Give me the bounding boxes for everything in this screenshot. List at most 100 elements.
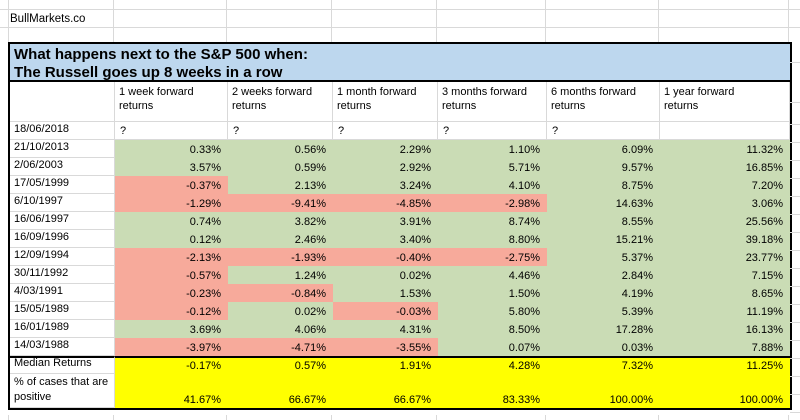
value-cell[interactable]: 4.31% — [333, 320, 438, 338]
column-header[interactable]: 2 weeks forward returns — [228, 82, 333, 122]
median-value-cell[interactable]: 11.25% — [660, 356, 790, 374]
median-value-cell[interactable]: 0.57% — [228, 356, 333, 374]
value-cell[interactable]: 5.37% — [547, 248, 660, 266]
value-cell[interactable]: 14.63% — [547, 194, 660, 212]
question-value-cell[interactable]: ? — [228, 122, 333, 140]
column-header[interactable]: 6 months forward returns — [547, 82, 660, 122]
value-cell[interactable]: 8.55% — [547, 212, 660, 230]
value-cell[interactable]: -3.55% — [333, 338, 438, 356]
value-cell[interactable]: -3.97% — [115, 338, 228, 356]
value-cell[interactable]: 6.09% — [547, 140, 660, 158]
value-cell[interactable]: 0.12% — [115, 230, 228, 248]
value-cell[interactable]: 8.65% — [660, 284, 790, 302]
value-cell[interactable]: -4.71% — [228, 338, 333, 356]
title-block[interactable]: What happens next to the S&P 500 when: T… — [8, 42, 792, 81]
value-cell[interactable]: -0.84% — [228, 284, 333, 302]
value-cell[interactable]: 2.92% — [333, 158, 438, 176]
question-value-cell[interactable]: ? — [115, 122, 228, 140]
value-cell[interactable]: 17.28% — [547, 320, 660, 338]
question-date-cell[interactable]: 18/06/2018 — [10, 122, 115, 140]
date-cell[interactable]: 16/06/1997 — [10, 212, 115, 230]
value-cell[interactable]: -0.57% — [115, 266, 228, 284]
value-cell[interactable]: 4.10% — [438, 176, 547, 194]
date-cell[interactable]: 6/10/1997 — [10, 194, 115, 212]
date-cell[interactable]: 15/05/1989 — [10, 302, 115, 320]
date-cell[interactable]: 4/03/1991 — [10, 284, 115, 302]
date-cell[interactable]: 30/11/1992 — [10, 266, 115, 284]
value-cell[interactable]: 7.20% — [660, 176, 790, 194]
median-value-cell[interactable]: 4.28% — [438, 356, 547, 374]
value-cell[interactable]: -4.85% — [333, 194, 438, 212]
positive-value-cell[interactable]: 83.33% — [438, 374, 547, 408]
positive-label-cell[interactable]: % of cases that are positive — [10, 374, 115, 408]
value-cell[interactable]: 16.85% — [660, 158, 790, 176]
value-cell[interactable]: 0.59% — [228, 158, 333, 176]
positive-value-cell[interactable]: 100.00% — [547, 374, 660, 408]
value-cell[interactable]: 1.53% — [333, 284, 438, 302]
value-cell[interactable]: 8.80% — [438, 230, 547, 248]
value-cell[interactable]: 11.32% — [660, 140, 790, 158]
value-cell[interactable]: 3.40% — [333, 230, 438, 248]
value-cell[interactable]: 0.33% — [115, 140, 228, 158]
value-cell[interactable]: 1.50% — [438, 284, 547, 302]
positive-value-cell[interactable]: 100.00% — [660, 374, 790, 408]
value-cell[interactable]: -1.93% — [228, 248, 333, 266]
positive-value-cell[interactable]: 66.67% — [228, 374, 333, 408]
value-cell[interactable]: 4.46% — [438, 266, 547, 284]
value-cell[interactable]: 3.57% — [115, 158, 228, 176]
value-cell[interactable]: -1.29% — [115, 194, 228, 212]
date-cell[interactable]: 12/09/1994 — [10, 248, 115, 266]
question-value-cell[interactable]: ? — [547, 122, 660, 140]
value-cell[interactable]: -2.13% — [115, 248, 228, 266]
value-cell[interactable]: 2.29% — [333, 140, 438, 158]
value-cell[interactable]: 16.13% — [660, 320, 790, 338]
value-cell[interactable]: 0.07% — [438, 338, 547, 356]
value-cell[interactable]: 0.56% — [228, 140, 333, 158]
value-cell[interactable]: 39.18% — [660, 230, 790, 248]
value-cell[interactable]: 5.39% — [547, 302, 660, 320]
value-cell[interactable]: -0.23% — [115, 284, 228, 302]
value-cell[interactable]: 2.46% — [228, 230, 333, 248]
value-cell[interactable]: 3.69% — [115, 320, 228, 338]
positive-value-cell[interactable]: 41.67% — [115, 374, 228, 408]
median-value-cell[interactable]: 1.91% — [333, 356, 438, 374]
value-cell[interactable]: 4.19% — [547, 284, 660, 302]
value-cell[interactable]: 2.13% — [228, 176, 333, 194]
value-cell[interactable]: 15.21% — [547, 230, 660, 248]
value-cell[interactable]: 0.02% — [333, 266, 438, 284]
value-cell[interactable]: 9.57% — [547, 158, 660, 176]
median-label-cell[interactable]: Median Returns — [10, 356, 115, 374]
value-cell[interactable]: 8.74% — [438, 212, 547, 230]
value-cell[interactable]: 0.02% — [228, 302, 333, 320]
value-cell[interactable]: 23.77% — [660, 248, 790, 266]
value-cell[interactable]: 3.91% — [333, 212, 438, 230]
date-cell[interactable]: 16/01/1989 — [10, 320, 115, 338]
date-cell[interactable]: 2/06/2003 — [10, 158, 115, 176]
value-cell[interactable]: 8.75% — [547, 176, 660, 194]
value-cell[interactable]: 3.24% — [333, 176, 438, 194]
value-cell[interactable]: 1.10% — [438, 140, 547, 158]
value-cell[interactable]: 11.19% — [660, 302, 790, 320]
date-cell[interactable]: 14/03/1988 — [10, 338, 115, 356]
value-cell[interactable]: 5.71% — [438, 158, 547, 176]
question-value-cell[interactable]: ? — [333, 122, 438, 140]
value-cell[interactable]: 4.06% — [228, 320, 333, 338]
value-cell[interactable]: 0.74% — [115, 212, 228, 230]
value-cell[interactable]: 3.06% — [660, 194, 790, 212]
value-cell[interactable]: -0.12% — [115, 302, 228, 320]
corner-cell[interactable] — [10, 82, 115, 122]
median-value-cell[interactable]: -0.17% — [115, 356, 228, 374]
value-cell[interactable]: 8.50% — [438, 320, 547, 338]
date-cell[interactable]: 21/10/2013 — [10, 140, 115, 158]
value-cell[interactable]: 2.84% — [547, 266, 660, 284]
value-cell[interactable]: -0.40% — [333, 248, 438, 266]
median-value-cell[interactable]: 7.32% — [547, 356, 660, 374]
value-cell[interactable]: 25.56% — [660, 212, 790, 230]
value-cell[interactable]: 7.88% — [660, 338, 790, 356]
question-value-cell[interactable]: ? — [438, 122, 547, 140]
value-cell[interactable]: -2.98% — [438, 194, 547, 212]
column-header[interactable]: 1 week forward returns — [115, 82, 228, 122]
positive-value-cell[interactable]: 66.67% — [333, 374, 438, 408]
column-header[interactable]: 1 year forward returns — [660, 82, 790, 122]
value-cell[interactable]: 5.80% — [438, 302, 547, 320]
